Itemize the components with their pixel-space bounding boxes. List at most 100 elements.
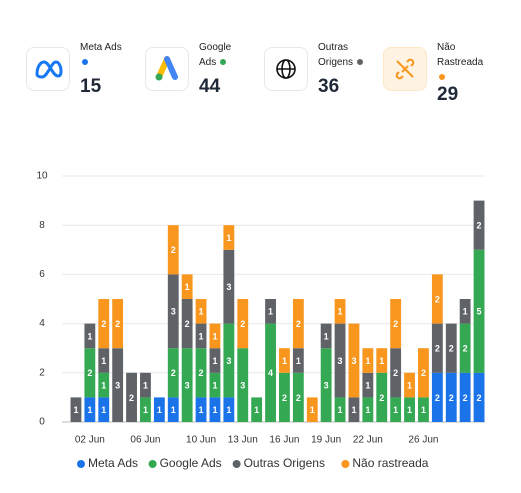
bar-segment [473,249,485,373]
bar-segment [292,299,304,349]
bar-segment [292,348,304,373]
bar-segment [167,225,179,275]
data-label: 1 [73,405,78,415]
data-label: 1 [393,405,398,415]
y-tick-label: 0 [39,417,45,428]
data-label: 1 [143,405,148,415]
bar-segment [98,372,110,398]
data-label: 2 [393,368,398,378]
bar-segment [98,348,110,373]
card-value: 44 [199,76,221,97]
bar-segment [209,397,221,422]
data-label: 3 [185,380,190,390]
bar-segment [306,397,318,422]
data-label: 3 [324,380,329,390]
data-label: 1 [365,356,370,366]
data-label: 2 [296,319,301,329]
card-label: Google Ads [199,42,232,68]
bar-segment [362,397,374,422]
bar-segment [153,397,165,422]
bar-segment [320,323,332,349]
data-label: 2 [282,393,287,403]
bar-segment [98,397,110,422]
bar-segment [431,323,443,373]
data-label: 1 [282,356,287,366]
data-label: 1 [407,380,412,390]
card-label: Outras Origens [318,40,370,70]
bar-segment [362,372,374,398]
bar-segment [390,397,402,422]
legend-swatch [341,460,350,468]
x-tick-label: 16 Jun [269,435,299,446]
bar-segment [334,397,346,422]
y-tick-label: 8 [39,220,45,231]
bar-segment [223,225,235,250]
data-label: 2 [449,344,454,354]
data-label: 1 [379,356,384,366]
bar-segment [473,200,485,250]
data-label: 2 [435,344,440,354]
bar-segment [251,397,263,422]
data-label: 1 [171,405,176,415]
bar-segment [473,372,485,422]
bar-segment [167,274,179,349]
data-label: 1 [421,405,426,415]
data-label: 2 [435,393,440,403]
bar-segment [223,323,235,398]
data-label: 1 [365,405,370,415]
data-label: 1 [324,331,329,341]
data-label: 1 [296,356,301,366]
bar-segment [195,397,207,422]
data-label: 3 [351,356,356,366]
bar-segment [431,372,443,422]
legend-label: Google Ads [160,456,222,470]
x-tick-label: 22 Jun [353,435,383,446]
data-label: 3 [338,356,343,366]
data-label: 1 [351,405,356,415]
data-label: 1 [338,307,343,317]
bar-segment [334,299,346,324]
bar-segment [418,348,429,398]
data-label: 2 [449,393,454,403]
meta-icon [26,47,70,91]
bar-segment [404,372,415,398]
data-label: 2 [129,393,134,403]
data-label: 2 [171,245,176,255]
bar-segment [126,372,137,422]
bar-segment [181,348,193,422]
data-label: 2 [477,393,482,403]
bar-segment [348,397,360,422]
data-label: 2 [87,368,92,378]
bar-segment [84,323,96,349]
bar-segment [445,372,457,422]
card-value: 15 [80,76,102,97]
data-label: 2 [115,319,120,329]
data-label: 3 [171,307,176,317]
data-label: 1 [226,233,231,243]
bar-segment [376,372,388,422]
legend-label: Meta Ads [88,456,138,470]
x-tick-label: 26 Jun [408,435,438,446]
bar-segment [181,299,193,349]
bar-segment [459,299,471,324]
bar-segment [195,348,207,398]
data-label: 1 [212,405,217,415]
x-tick-label: 19 Jun [311,435,341,446]
data-label: 3 [115,380,120,390]
legend-swatch [232,460,241,468]
data-label: 2 [199,368,204,378]
legend-label: Não rastreada [352,456,428,470]
data-label: 3 [226,282,231,292]
bar-segment [140,372,151,398]
bar-segment [376,348,388,373]
data-label: 2 [477,221,482,231]
data-label: 2 [463,393,468,403]
card-dot [439,74,445,81]
bar-segment [418,397,429,422]
legend-swatch [148,460,157,468]
data-label: 2 [171,368,176,378]
data-label: 2 [435,294,440,304]
bar-segment [348,323,360,398]
bar-segment [459,323,471,373]
